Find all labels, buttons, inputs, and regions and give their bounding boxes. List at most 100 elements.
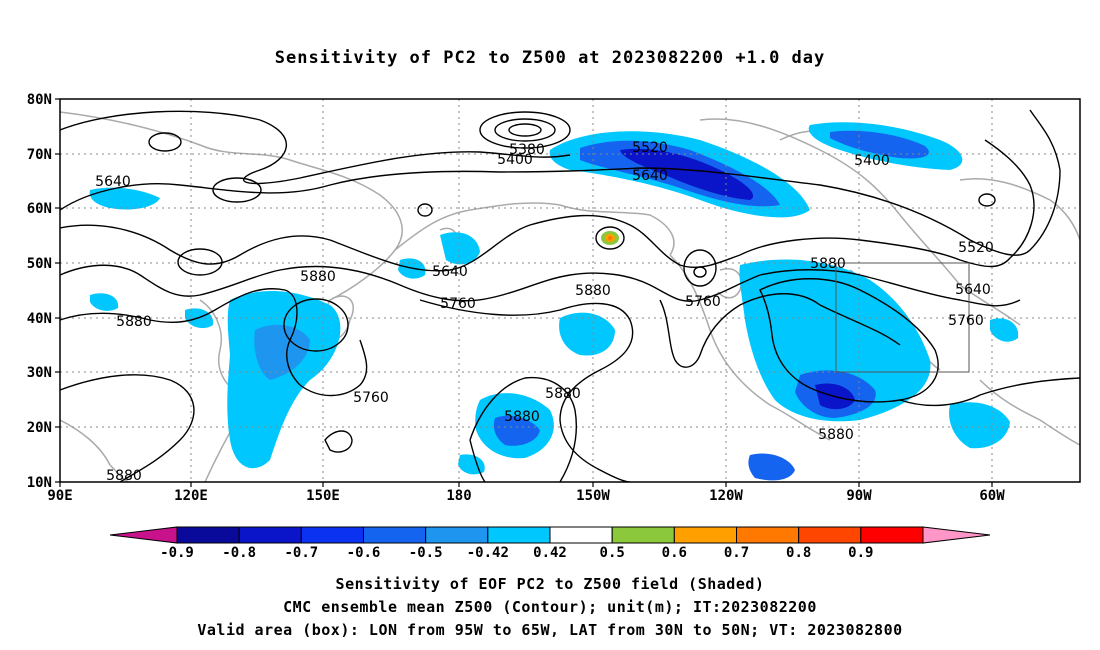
shade-area (990, 318, 1019, 342)
lat-label: 70N (27, 147, 52, 163)
contour-labels: 5380 5400 5520 5400 5640 5640 5640 5520 … (95, 140, 994, 484)
colorbar-box (238, 526, 302, 544)
lon-label: 120W (709, 488, 743, 504)
contour-line (693, 266, 707, 278)
sensitivity-map: 5380 5400 5520 5400 5640 5640 5640 5520 … (27, 92, 1081, 561)
shade-area (254, 324, 310, 380)
shade-area (748, 453, 795, 481)
colorbar-tick-label: -0.5 (409, 545, 443, 561)
lon-label: 180 (446, 488, 471, 504)
lon-axis-labels: 90E 120E 150E 180 150W 120W 90W 60W (47, 488, 1005, 504)
lat-label: 40N (27, 311, 52, 327)
contour-label: 5880 (504, 409, 540, 425)
plot-frame (59, 98, 1081, 483)
shade-area (559, 312, 615, 356)
contour-label: 5760 (353, 390, 389, 406)
contour-label: 5760 (948, 313, 984, 329)
lat-label: 10N (27, 475, 52, 491)
contour-label: 5400 (497, 152, 533, 168)
contour-line (60, 110, 571, 185)
lat-label: 30N (27, 365, 52, 381)
contour-line (283, 298, 349, 352)
contour-label: 5640 (95, 174, 131, 190)
lat-label: 60N (27, 201, 52, 217)
colorbar-box (425, 526, 489, 544)
contour-line (469, 439, 486, 482)
colorbar-tick-label: 0.9 (848, 545, 873, 561)
contour-line (60, 288, 368, 397)
colorbar-triangle-low (109, 526, 178, 544)
lon-label: 90E (47, 488, 72, 504)
colorbar-box (487, 526, 551, 544)
contour-label: 5880 (575, 283, 611, 299)
contour-label: 5760 (685, 294, 721, 310)
colorbar-box (300, 526, 365, 544)
contour-label: 5380 (509, 142, 545, 158)
lat-label: 80N (27, 92, 52, 108)
caption-shading: Sensitivity of EOF PC2 to Z500 field (Sh… (335, 575, 765, 593)
contour-line (595, 226, 625, 250)
shade-area (493, 415, 540, 446)
contour-line (60, 374, 195, 482)
shade-area (90, 293, 119, 311)
shade-area (949, 402, 1010, 449)
lon-label: 150W (576, 488, 610, 504)
colorbar (109, 526, 991, 544)
contour-line (417, 203, 433, 217)
contour-label: 5880 (818, 427, 854, 443)
contour-line (324, 430, 353, 453)
colorbar-box (611, 526, 675, 544)
colorbar-box (176, 526, 240, 544)
sensitivity-shading (89, 122, 1019, 481)
contour-label: 5520 (632, 140, 668, 156)
contour-line (508, 123, 542, 137)
contour-line (148, 132, 182, 152)
colorbar-tick-label: -0.7 (284, 545, 318, 561)
colorbar-ticks: -0.9 -0.8 -0.7 -0.6 -0.5 -0.42 0.42 0.5 0.6 0.7 0.… (160, 545, 873, 561)
colorbar-tick-label: -0.42 (467, 545, 509, 561)
shade-area (458, 454, 485, 475)
colorbar-tick-label: -0.8 (222, 545, 256, 561)
colorbar-box (798, 526, 862, 544)
contour-label: 5520 (958, 240, 994, 256)
caption-valid-area: Valid area (box): LON from 95W to 65W, L… (197, 621, 903, 639)
colorbar-triangle-high (922, 526, 991, 544)
shade-area (608, 236, 612, 240)
colorbar-box (549, 526, 613, 544)
colorbar-tick-label: 0.8 (786, 545, 811, 561)
shade-area (440, 232, 480, 265)
colorbar-tick-label: 0.6 (662, 545, 687, 561)
z500-contours (60, 109, 1080, 482)
contour-label: 5880 (116, 314, 152, 330)
caption-contour: CMC ensemble mean Z500 (Contour); unit(m… (283, 598, 817, 616)
contour-line (419, 299, 634, 482)
colorbar-tick-label: 0.5 (600, 545, 625, 561)
shade-area (620, 148, 754, 200)
contour-label: 5640 (955, 282, 991, 298)
contour-label: 5640 (432, 264, 468, 280)
contour-label: 5880 (300, 269, 336, 285)
valid-area-box (835, 262, 970, 373)
lon-label: 150E (306, 488, 340, 504)
contour-label: 5760 (440, 296, 476, 312)
graticule (60, 99, 1080, 482)
contour-label: 5880 (810, 256, 846, 272)
contour-line (177, 248, 223, 276)
contour-line (494, 118, 556, 142)
contour-line (899, 377, 1080, 407)
shade-area (89, 187, 160, 210)
contour-label: 5880 (545, 386, 581, 402)
contour-line (60, 264, 1021, 307)
lon-label: 60W (979, 488, 1005, 504)
shade-area (739, 259, 931, 422)
contour-label: 5640 (632, 168, 668, 184)
contour-label: 5880 (106, 468, 142, 484)
contour-line (978, 193, 996, 207)
lat-axis-labels: 80N 70N 60N 50N 40N 30N 20N 10N (27, 92, 52, 491)
map-title: Sensitivity of PC2 to Z500 at 2023082200… (274, 48, 826, 68)
colorbar-box (363, 526, 427, 544)
colorbar-tick-label: 0.42 (533, 545, 567, 561)
colorbar-tick-label: -0.9 (160, 545, 194, 561)
contour-line (683, 249, 717, 287)
colorbar-tick-label: -0.6 (347, 545, 381, 561)
